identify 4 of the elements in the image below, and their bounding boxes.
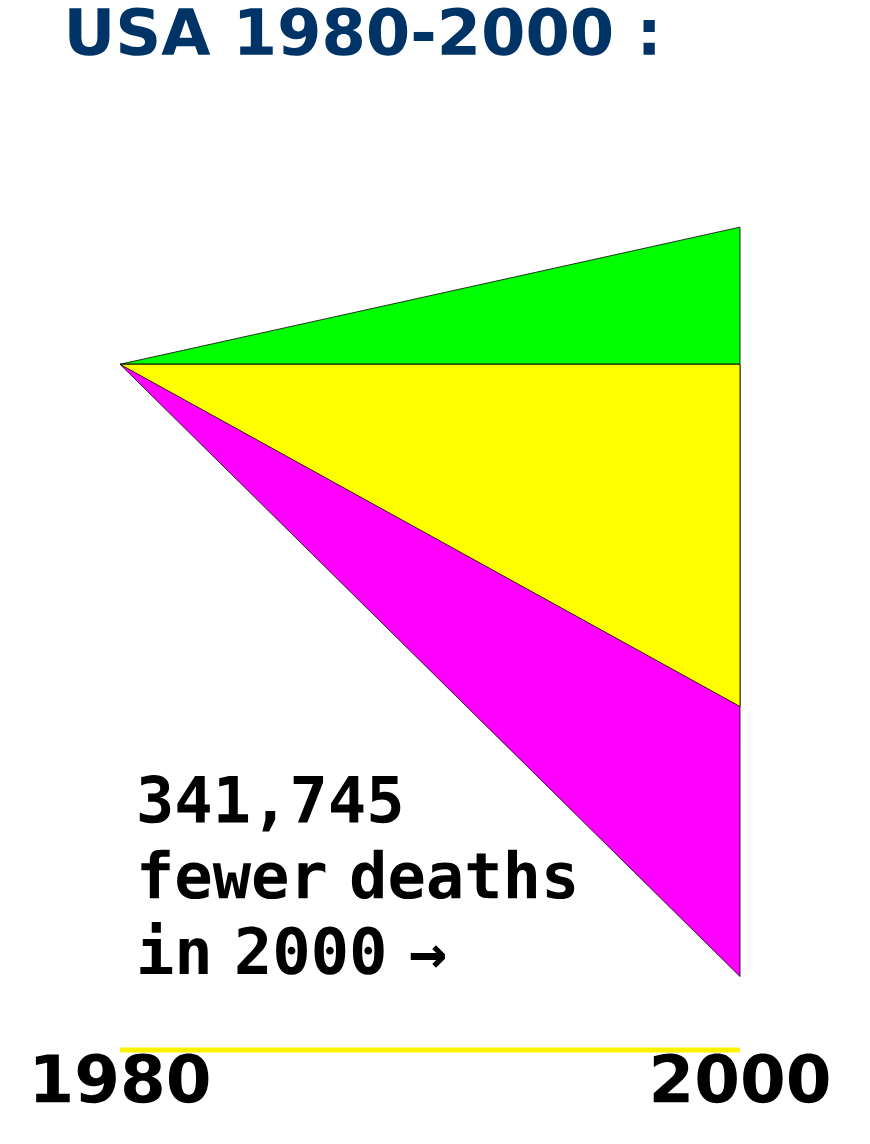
chart-title: USA 1980-2000 : [69,7,655,56]
annotation: 341,745 fewer deaths in 2000 → [139,775,575,975]
x-tick-label: 2000 [653,1053,829,1104]
x-tick-label: 1980 [35,1053,209,1104]
